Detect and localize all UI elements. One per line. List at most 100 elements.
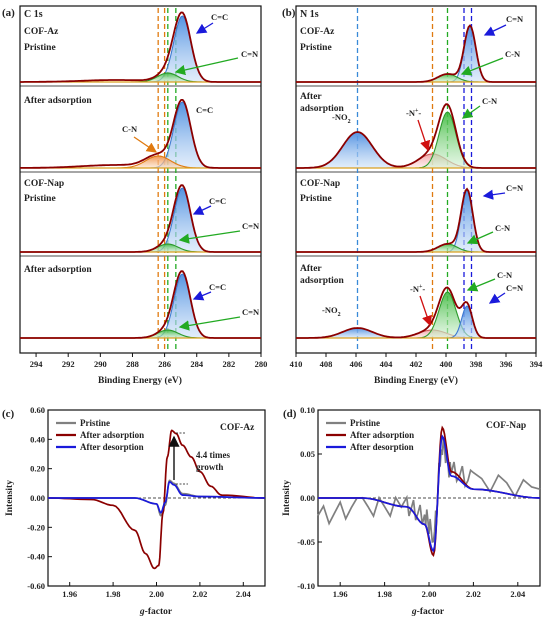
arrow-c-n bbox=[133, 136, 158, 153]
c-xtick-label-1: 1.98 bbox=[106, 589, 121, 599]
panel-b-element: N 1s bbox=[300, 9, 319, 20]
panel-d-xlabel: g-factor bbox=[411, 607, 445, 617]
a-envelope-0 bbox=[20, 11, 261, 83]
b-envelope-3 bbox=[296, 286, 536, 339]
d-xtick-label-4: 2.04 bbox=[510, 589, 526, 599]
c-ytick-label-1: 0.40 bbox=[30, 434, 45, 444]
arrow-b-cn-d4 bbox=[488, 292, 506, 304]
panel-c-xlabel-rest: -factor bbox=[145, 607, 173, 617]
arrow-b-cn-s3 bbox=[466, 231, 494, 245]
a-envelope-1 bbox=[20, 99, 261, 169]
c-series-1 bbox=[47, 429, 266, 570]
label-b-cn-s2: C-N bbox=[482, 96, 498, 106]
a-component-0-0 bbox=[20, 15, 261, 83]
c-legend-label-1: After adsorption bbox=[80, 430, 144, 440]
panel-c-xlabel: g-factor bbox=[139, 607, 173, 617]
arrow-cn-4 bbox=[178, 316, 241, 331]
panel-a-pristine: Pristine bbox=[24, 43, 56, 53]
arrow-b-cn-d1 bbox=[483, 24, 507, 36]
panel-b-after-b: adsorption bbox=[300, 104, 345, 114]
b-xtick-label-8: 394 bbox=[530, 359, 544, 369]
label-b-nplus: -N+- bbox=[406, 108, 421, 118]
arrow-b-cn-s2 bbox=[461, 105, 481, 119]
panel-a-x-axis: 294 292 290 288 286 284 282 280 bbox=[30, 353, 268, 369]
b-xtick-label-3: 404 bbox=[380, 359, 394, 369]
panel-a-cof-nap: COF-Nap bbox=[24, 179, 64, 189]
arrow-b-cn-s1 bbox=[460, 57, 504, 76]
c-ytick-label-2: 0.20 bbox=[30, 464, 45, 474]
d-ytick-label-1: 0.05 bbox=[300, 449, 315, 459]
b-component-3-2 bbox=[296, 291, 536, 339]
label-b-no2: -NO2 bbox=[332, 112, 351, 125]
b-xtick-label-5: 400 bbox=[440, 359, 453, 369]
label-b-cn-d1: C=N bbox=[506, 14, 524, 24]
c-xtick-label-0: 1.96 bbox=[62, 589, 77, 599]
panel-c-letter: (c) bbox=[2, 408, 15, 420]
label-b-nplus-sup: + bbox=[415, 108, 419, 114]
b-envelope-1 bbox=[296, 103, 536, 169]
a-component-3-1 bbox=[20, 329, 261, 339]
d-legend-label-1: After adsorption bbox=[350, 430, 414, 440]
label-b-cn-d4: C=N bbox=[506, 283, 524, 293]
panel-c-ylabel: Intensity bbox=[5, 480, 15, 516]
c-ytick-label-6: -0.60 bbox=[27, 581, 45, 591]
a-xtick-label-7: 280 bbox=[255, 359, 268, 369]
b-xtick-label-7: 396 bbox=[500, 359, 513, 369]
b-xtick-label-6: 398 bbox=[470, 359, 483, 369]
label-b-nplus-dash: - bbox=[418, 108, 421, 118]
panel-d-ylabel: Intensity bbox=[282, 480, 292, 516]
c-xtick-label-4: 2.04 bbox=[236, 589, 252, 599]
panel-a-xlabel: Binding Energy (eV) bbox=[98, 375, 182, 386]
panel-b-x-axis: 410 408 406 404 402 400 398 396 394 bbox=[290, 353, 544, 369]
label-b-nplus2: -N+- bbox=[410, 284, 425, 294]
c-ytick-label-3: 0.00 bbox=[30, 493, 45, 503]
label-b-cn-d3: C=N bbox=[506, 183, 524, 193]
a-envelope-3 bbox=[20, 270, 261, 339]
arrow-cc-3 bbox=[192, 205, 212, 215]
panel-d-xlabel-g: g bbox=[411, 607, 417, 617]
c-xtick-label-3: 2.02 bbox=[192, 589, 207, 599]
growth-annotation-1: 4.4 times bbox=[196, 450, 230, 460]
label-cn-1: C=N bbox=[241, 49, 259, 59]
panel-b-cof-az: COF-Az bbox=[300, 27, 335, 37]
arrow-cn-3 bbox=[178, 230, 241, 244]
panel-c-xlabel-g: g bbox=[139, 607, 145, 617]
d-ytick-label-4: -0.10 bbox=[297, 581, 315, 591]
panel-b-letter: (b) bbox=[282, 7, 296, 19]
label-b-cn-s1: C-N bbox=[505, 49, 521, 59]
c-legend-label-0: Pristine bbox=[80, 418, 110, 428]
d-legend-label-2: After desorption bbox=[350, 442, 414, 452]
a-xtick-label-5: 284 bbox=[190, 359, 204, 369]
label-b-no2b-main: -NO bbox=[322, 305, 338, 315]
panel-b-pristine: Pristine bbox=[300, 43, 332, 53]
panel-a-spectra bbox=[20, 11, 261, 339]
a-xtick-label-6: 282 bbox=[222, 359, 235, 369]
panel-c-series bbox=[47, 429, 266, 570]
d-series-0 bbox=[317, 437, 541, 543]
panel-a-element: C 1s bbox=[24, 9, 43, 20]
label-b-cn-s3: C-N bbox=[495, 223, 511, 233]
arrow-cc-1 bbox=[195, 22, 214, 34]
label-b-cn-s4: C-N bbox=[497, 270, 513, 280]
d-ytick-label-2: 0.00 bbox=[300, 493, 315, 503]
label-cn-4: C=N bbox=[242, 307, 260, 317]
b-envelope-2 bbox=[296, 187, 536, 253]
arrow-b-cn-d3 bbox=[482, 189, 506, 200]
growth-annotation-2: growth bbox=[196, 462, 223, 472]
arrow-b-cn-s4 bbox=[466, 278, 496, 292]
label-b-no2-main: -NO bbox=[332, 112, 348, 122]
panel-b: (b) N 1s COF-Az Pristine After adsorptio… bbox=[282, 5, 544, 386]
d-xtick-label-3: 2.02 bbox=[466, 589, 481, 599]
panel-c-legend: Pristine After adsorption After desorption bbox=[56, 418, 144, 452]
panel-d-xlabel-rest: -factor bbox=[417, 607, 445, 617]
d-legend-label-0: Pristine bbox=[350, 418, 380, 428]
d-xtick-label-0: 1.96 bbox=[333, 589, 348, 599]
b-component-2-1 bbox=[296, 243, 536, 253]
panel-b-after2-a: After bbox=[300, 264, 322, 274]
panel-d: (d) COF-Nap 0.10 0.05 0.00 -0.05 -0.10 1.96 1.… bbox=[282, 405, 541, 617]
panel-b-xlabel: Binding Energy (eV) bbox=[374, 375, 458, 386]
label-b-no2-sub: 2 bbox=[348, 119, 351, 125]
c-xtick-label-2: 2.00 bbox=[149, 589, 164, 599]
panel-b-after2-b: adsorption bbox=[300, 276, 345, 286]
